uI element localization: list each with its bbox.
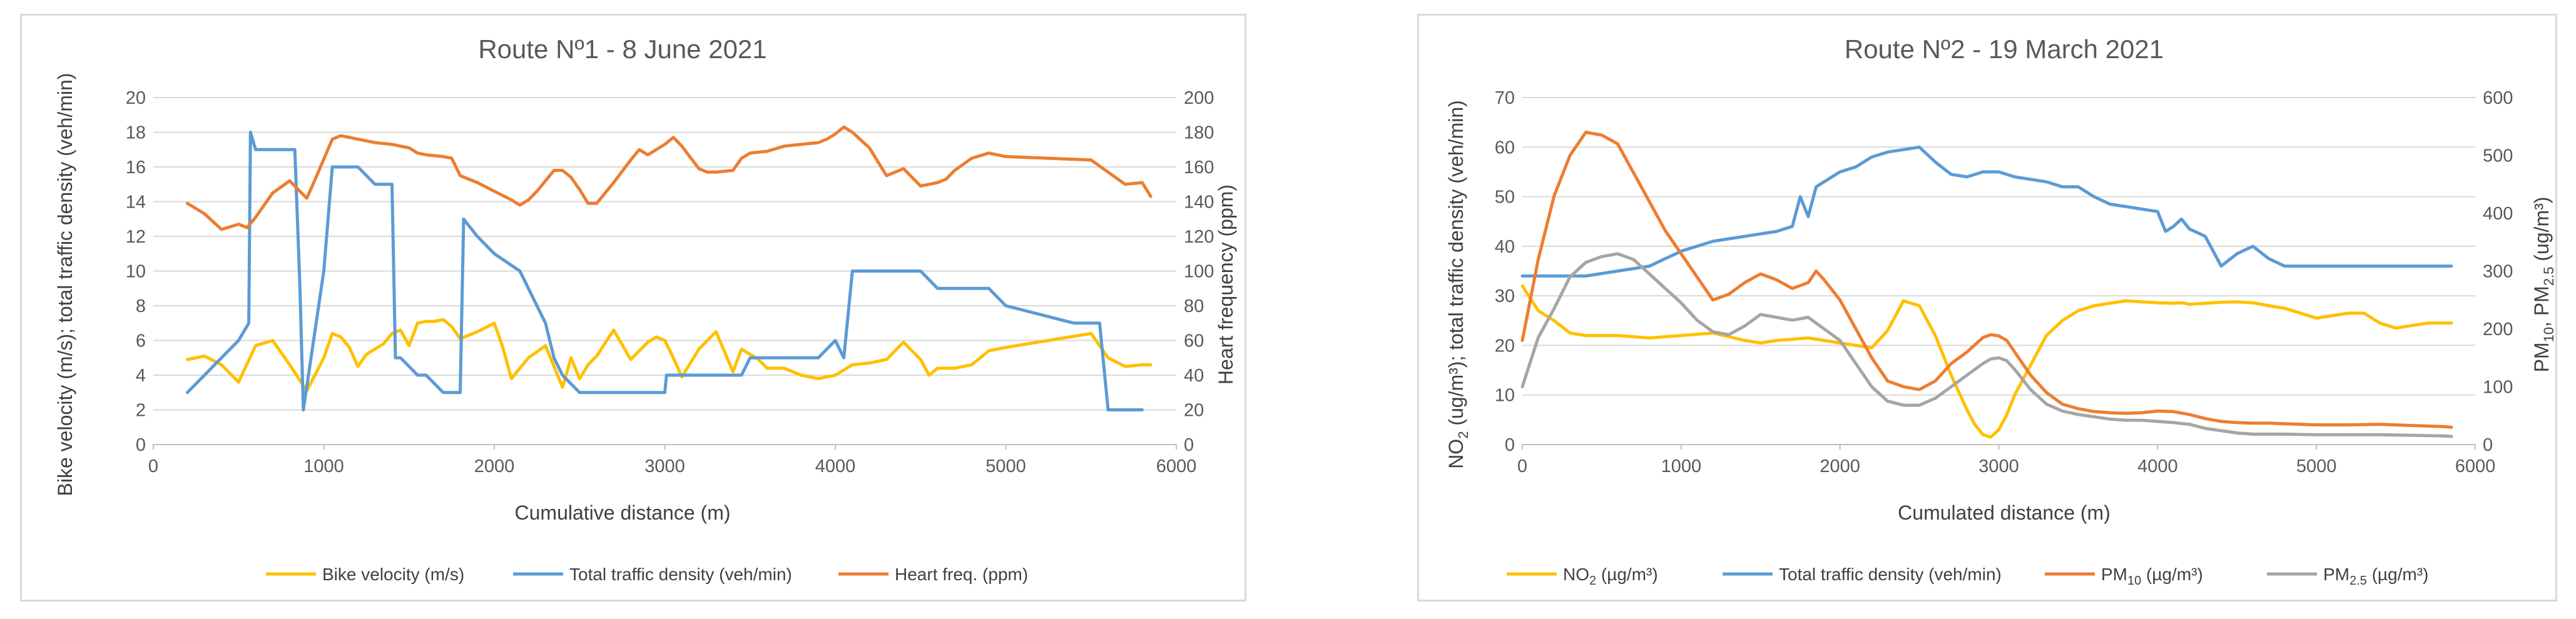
y2-axis-label: PM10, PM2.5 (ug/m³) <box>2530 197 2557 373</box>
y2-tick-label: 160 <box>1184 158 1214 178</box>
y2-axis-label-subscript: 2.5 <box>2541 267 2557 286</box>
legend-label-part: PM <box>2101 565 2127 584</box>
legend-label-bike-velocity: Bike velocity (m/s) <box>322 565 464 584</box>
x-tick-label: 0 <box>148 456 158 476</box>
legend-label-pm10: PM10 (µg/m³) <box>2101 565 2203 588</box>
y-tick-label: 20 <box>126 88 146 108</box>
y2-tick-label: 400 <box>2483 204 2513 224</box>
y-tick-label: 70 <box>1495 88 1515 108</box>
legend-label-pm25: PM2.5 (µg/m³) <box>2323 565 2428 588</box>
legend-label-subscript: 2 <box>1589 574 1596 588</box>
series-line-bike-velocity-m-s <box>186 318 1153 393</box>
legend-label-heart-freq: Heart freq. (ppm) <box>895 565 1028 584</box>
y-tick-label: 12 <box>126 227 146 247</box>
x-tick-label: 3000 <box>644 456 685 476</box>
legend-label-part: PM <box>2323 565 2349 584</box>
x-tick-label: 0 <box>1517 456 1527 476</box>
y-tick-label: 0 <box>136 435 146 455</box>
x-tick-label: 5000 <box>2296 456 2337 476</box>
y2-tick-label: 180 <box>1184 123 1214 143</box>
y-tick-label: 10 <box>126 262 146 282</box>
x-tick-label: 1000 <box>1661 456 1702 476</box>
x-axis-label: Cumulated distance (m) <box>1898 501 2110 524</box>
series-line-heart-freq-ppm <box>186 125 1153 231</box>
y-tick-label: 2 <box>136 401 146 421</box>
y-tick-label: 18 <box>126 123 146 143</box>
y2-tick-label: 40 <box>1184 366 1204 386</box>
y-tick-label: 20 <box>1495 336 1515 356</box>
legend-label-part: (µg/m³) <box>1596 565 1658 584</box>
y2-tick-label: 60 <box>1184 331 1204 351</box>
y2-axis-label-subscript: 10 <box>2541 327 2557 342</box>
y2-axis-label-part: , PM <box>2530 286 2553 327</box>
y-axis-label: Bike velocity (m/s); total traffic densi… <box>54 73 76 496</box>
y2-tick-label: 100 <box>2483 378 2513 398</box>
legend: NO2 (µg/m³) Total traffic density (veh/m… <box>1507 565 2428 588</box>
legend-label-traffic-density: Total traffic density (veh/min) <box>569 565 792 584</box>
y-tick-label: 4 <box>136 366 146 386</box>
y2-tick-label: 200 <box>1184 88 1214 108</box>
x-tick-label: 3000 <box>1978 456 2019 476</box>
y-tick-label: 40 <box>1495 237 1515 257</box>
x-tick-label: 2000 <box>474 456 515 476</box>
legend-label-part: (µg/m³) <box>2141 565 2203 584</box>
x-tick-label: 6000 <box>2455 456 2496 476</box>
legend-label-part: NO <box>1563 565 1589 584</box>
x-tick-label: 6000 <box>1156 456 1197 476</box>
legend-label-traffic-density: Total traffic density (veh/min) <box>1779 565 2002 584</box>
y2-tick-label: 200 <box>2483 320 2513 340</box>
legend-label-subscript: 2.5 <box>2349 574 2367 588</box>
y-tick-label: 14 <box>126 193 146 213</box>
chart-route-2: Route Nº2 - 19 March 2021 0 10 20 30 40 50 60 7… <box>1417 14 2557 601</box>
x-tick-label: 4000 <box>2137 456 2178 476</box>
y2-axis-label-part: (ug/m³) <box>2530 197 2553 267</box>
legend-label-no2: NO2 (µg/m³) <box>1563 565 1658 588</box>
x-tick-label: 4000 <box>815 456 856 476</box>
y-tick-label: 30 <box>1495 286 1515 306</box>
chart-title: Route Nº2 - 19 March 2021 <box>1845 34 2164 64</box>
y2-tick-label: 0 <box>2483 435 2493 455</box>
y2-tick-label: 500 <box>2483 146 2513 166</box>
y-axis-label-part: (ug/m³); total traffic density (veh/min) <box>1445 100 1467 431</box>
x-tick-label: 1000 <box>303 456 344 476</box>
x-tick-label: 2000 <box>1820 456 1860 476</box>
y2-axis-label: Heart frequency (ppm) <box>1214 184 1237 385</box>
y-axis-label-subscript: 2 <box>1455 431 1471 439</box>
y-tick-label: 16 <box>126 158 146 178</box>
y-axis-label: NO2 (ug/m³); total traffic density (veh/… <box>1445 100 1471 469</box>
y-tick-label: 8 <box>136 296 146 316</box>
y2-tick-label: 20 <box>1184 401 1204 421</box>
y2-tick-label: 80 <box>1184 296 1204 316</box>
chart-route-1-svg: Route Nº1 - 8 June 2021 0 2 4 6 8 10 12 14 16 18 2… <box>54 34 1237 584</box>
series-line-pm2-5-g-m3 <box>1520 252 2453 438</box>
y2-tick-label: 120 <box>1184 227 1214 247</box>
chart-route-1: Route Nº1 - 8 June 2021 0 2 4 6 8 10 12 14 16 18 2… <box>20 14 1246 601</box>
series-line-pm10-g-m3 <box>1520 131 2453 429</box>
y-tick-label: 60 <box>1495 138 1515 158</box>
chart-route-2-svg: Route Nº2 - 19 March 2021 01020304050607… <box>1445 34 2557 588</box>
y-tick-label: 10 <box>1495 386 1515 406</box>
legend-label-part: (µg/m³) <box>2367 565 2429 584</box>
y-tick-label: 50 <box>1495 188 1515 208</box>
y2-tick-label: 600 <box>2483 88 2513 108</box>
y-axis-label-part: NO <box>1445 439 1467 469</box>
legend: Bike velocity (m/s) Total traffic densit… <box>266 565 1028 584</box>
y2-tick-label: 100 <box>1184 262 1214 282</box>
y-tick-label: 0 <box>1505 435 1515 455</box>
y2-tick-label: 0 <box>1184 435 1194 455</box>
series-line-total-traffic-density-veh-min <box>1520 145 2453 278</box>
y2-axis-label-part: PM <box>2530 342 2553 372</box>
chart-title: Route Nº1 - 8 June 2021 <box>478 34 766 64</box>
legend-label-subscript: 10 <box>2127 574 2141 588</box>
x-axis-label: Cumulative distance (m) <box>515 501 731 524</box>
y2-tick-label: 140 <box>1184 193 1214 213</box>
x-tick-label: 5000 <box>985 456 1026 476</box>
series-line-total-traffic-density-veh-min <box>186 131 1144 411</box>
y2-tick-label: 300 <box>2483 262 2513 282</box>
y-tick-label: 6 <box>136 331 146 351</box>
